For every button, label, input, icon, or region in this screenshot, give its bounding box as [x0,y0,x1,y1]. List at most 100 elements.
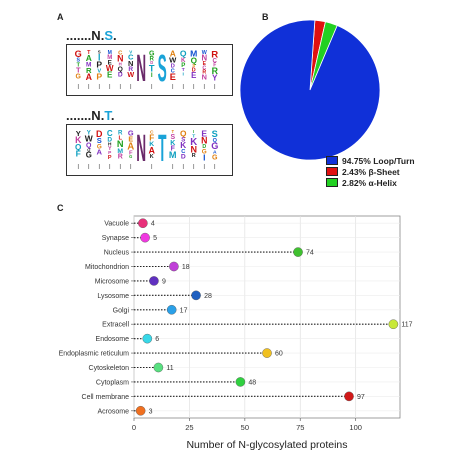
x-tick-label: 100 [349,423,362,432]
logo-letter: R [86,66,92,75]
motif-1-title: .......N.S. [66,28,117,43]
logo-letter: M [117,148,123,155]
logo-letter: T [87,50,91,56]
motif-2-x: T [104,108,111,123]
logo-letter: Q [118,66,123,73]
logo-center-letter: T [158,128,167,171]
logo-letter: R [192,153,196,159]
logo-letter: Q [180,128,187,138]
pie-legend: 94.75% Loop/Turn 2.43% β-Sheet 2.82% α-H… [326,155,415,188]
x-axis-label: Number of N-glycosylated proteins [186,439,347,451]
panel-label-a: A [57,12,64,22]
logo-letter: D [150,60,153,65]
logo-letter: S [181,137,185,143]
value-label: 4 [151,221,155,228]
logo-letter: A [86,72,93,82]
logo-center-letter: S [158,48,167,91]
logo-letter: C [150,130,154,136]
logo-letter: G [202,148,207,155]
value-label: 28 [204,293,212,300]
logo-letter: G [129,154,132,159]
logo-letter: I [98,53,100,63]
logo-letter: M [86,61,91,68]
panel-label-b: B [262,12,269,22]
logo-letter: S [97,136,102,145]
value-label: 60 [275,351,283,358]
lollipop-point [344,391,354,402]
logo-letter: E [203,61,207,67]
logo-letter: V [129,49,132,54]
logo-letter: P [96,60,102,70]
logo-letter: G [75,49,82,59]
logo-letter: M [169,150,177,160]
category-label: Endosome [96,336,130,343]
logo-letter: R [211,49,218,60]
x-tick-label: 50 [241,423,249,432]
logo-letter: D [171,64,175,70]
legend-label-loop: 94.75% Loop/Turn [342,155,415,166]
motif-1-x: S [104,28,113,43]
category-label: Cytoskeleton [89,365,130,372]
logo-letter: G [211,141,218,151]
logo-letter: A [213,149,217,155]
motif-1-suffix: . [112,28,117,43]
plot-frame [133,215,401,419]
logo-letter: S [212,129,218,139]
logo-letter: A [86,53,92,63]
logo-letter: W [127,71,134,79]
logo-letter: T [192,133,195,139]
logo-letter: S [98,49,101,54]
value-label: 74 [306,250,314,257]
logo-letter: M [108,50,112,56]
logo-letter: E [108,59,112,66]
logo-letter: C [213,57,218,64]
value-label: 9 [162,278,166,285]
category-label: Endoplasmic reticulum [59,351,130,358]
logo-letter: N [117,54,123,64]
logo-letter: T [182,67,185,73]
value-label: 5 [153,235,157,242]
logo-letter: W [169,56,177,65]
logo-letter: D [107,137,112,144]
lollipop-point [293,247,303,257]
logo-letter: D [192,68,196,74]
lollipop-point [262,348,272,358]
lollipop-point [138,218,148,229]
logo-letter: F [76,149,81,159]
logo-letter: R [202,70,206,76]
logo-letter: P [181,62,185,69]
logo-letter: E [128,137,133,144]
legend-label-helix: 2.82% α-Helix [342,177,397,188]
motif-1-n: N [91,28,101,43]
logo-letter: Q [213,138,218,144]
logo-letter: K [181,57,186,64]
logo-letter: P [108,150,112,156]
logo-letter: C [202,65,206,71]
logo-letter: M [190,49,197,59]
logo-center-letter: N [136,48,146,91]
logo-letter: F [213,63,216,69]
logo-letter: K [170,140,175,147]
category-label: Cytoplasm [96,379,129,386]
logo-letter: S [170,134,175,141]
lollipop-point [140,232,150,243]
logo-letter: N [128,59,133,68]
legend-label-sheet: 2.43% β-Sheet [342,166,400,177]
logo-letter: Q [87,147,90,152]
value-label: 97 [357,394,365,401]
motif-2-title: .......N.T. [66,108,114,123]
value-label: 117 [401,322,412,329]
category-label: Acrosome [97,408,129,415]
logo-letter: S [192,63,195,68]
logo-letter: P [108,155,112,161]
logo-letter: N [190,145,197,155]
x-tick-label: 0 [132,423,136,432]
logo-letter: S [77,57,81,63]
logo-letter: F [129,150,133,156]
logo-letter: Q [75,143,82,152]
logo-letter: H [119,61,122,66]
logo-letter: T [76,66,81,75]
